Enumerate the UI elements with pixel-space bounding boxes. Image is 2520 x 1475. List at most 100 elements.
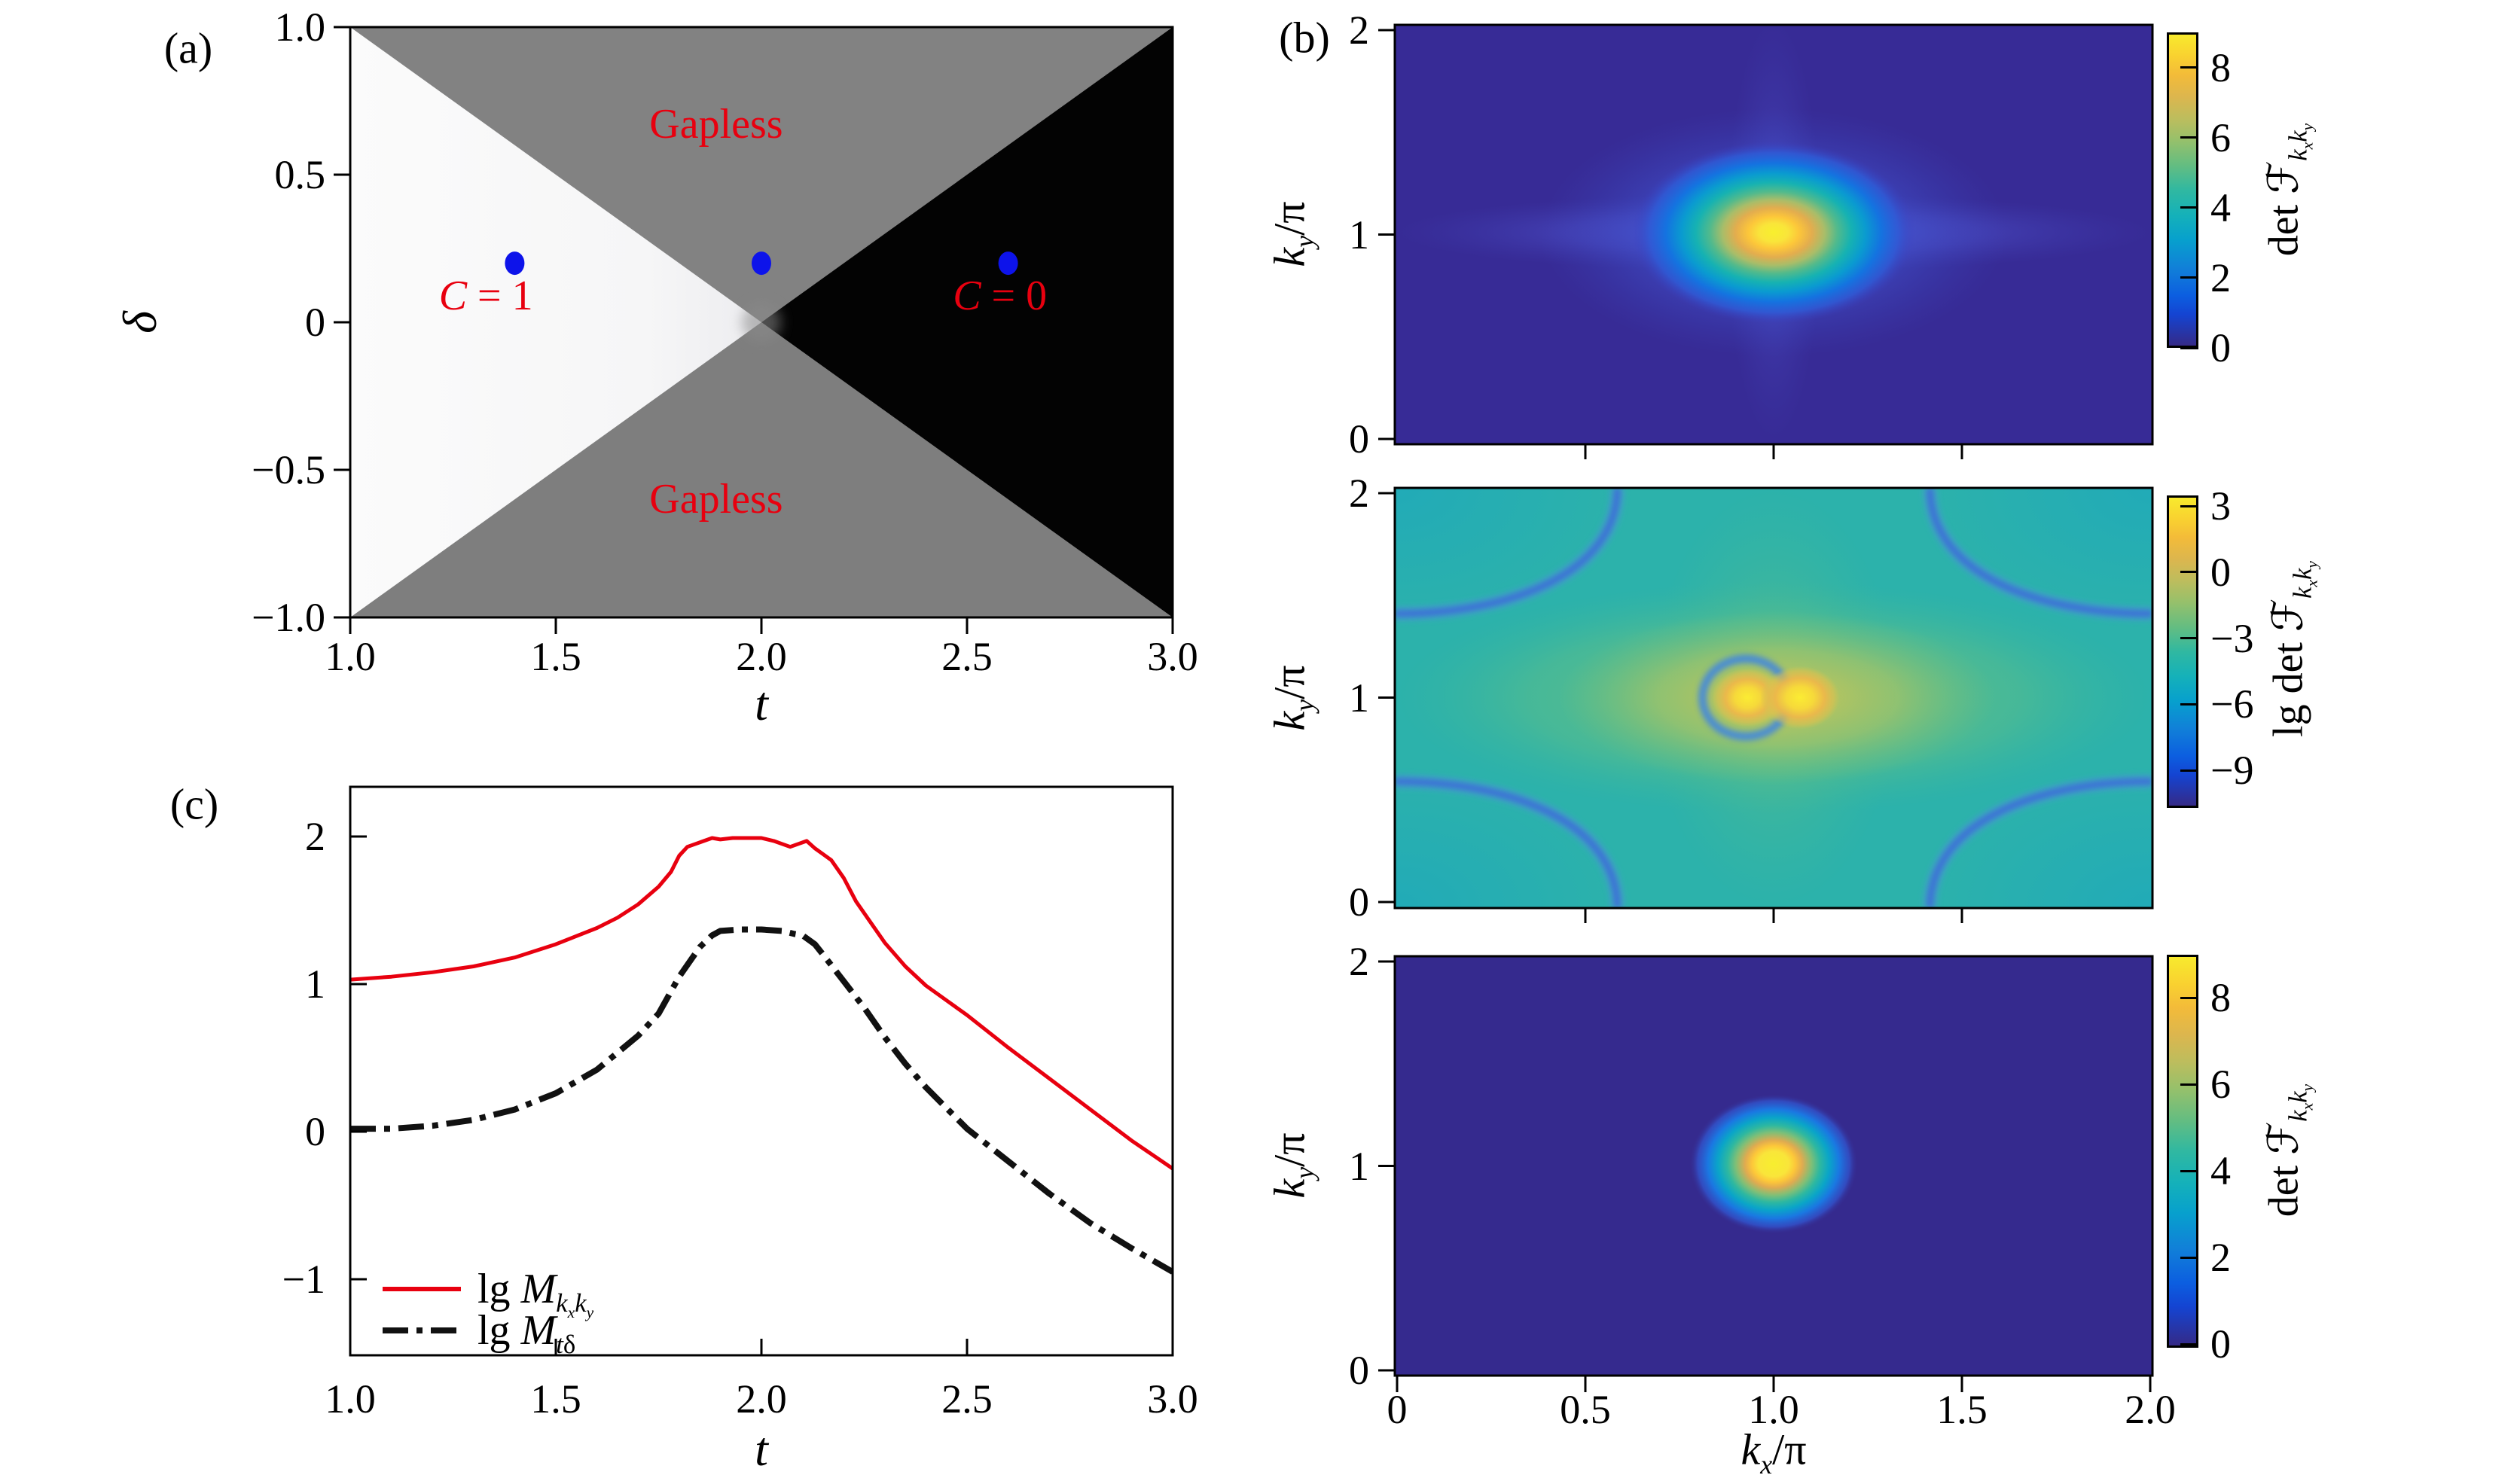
panel-b-middle-cbtick: −3 [2210, 615, 2254, 661]
panel-b-bottom-ytick: 1 [1349, 1143, 1369, 1189]
legend-line-red [383, 1287, 461, 1291]
panel-b-top-cbtick: 8 [2210, 44, 2231, 90]
panel-b-middle-cbtick: 0 [2210, 549, 2231, 595]
panel-b-bottom-xtick: 1.0 [1748, 1387, 1799, 1432]
legend-label-black: lg Mtδ [477, 1307, 576, 1360]
heatmap-top [1395, 25, 2152, 444]
panel-a-xtick: 1.5 [530, 634, 581, 679]
colorbar-middle [2167, 495, 2198, 808]
series-lg M_kxky [350, 836, 1173, 1171]
colorbar-top-label: det ℱkxky [2260, 123, 2317, 257]
panel-c-ytick: −1 [282, 1257, 325, 1302]
panel-a-label: (a) [163, 23, 213, 73]
colorbar-tick [2180, 769, 2198, 772]
region-C1 [350, 27, 761, 617]
annotation-gapless-top: Gapless [649, 101, 783, 148]
panel-b-middle-ytick: 1 [1349, 675, 1369, 721]
colorbar-middle-label: lg det ℱkxky [2265, 561, 2321, 737]
panel-c-xtick: 1.5 [530, 1376, 581, 1422]
panel-a-ytick: 0.5 [274, 152, 326, 197]
panel-c-label: (c) [169, 779, 219, 829]
panel-b-middle-cbtick: 3 [2210, 483, 2231, 529]
region-gapless-top [350, 27, 1173, 322]
colorbar-tick [2180, 1256, 2198, 1259]
panel-a-ytick: 1.0 [274, 5, 326, 50]
heatmap-bottom [1395, 956, 2152, 1376]
panel-c-xtick: 3.0 [1147, 1376, 1198, 1422]
colorbar-tick [2180, 996, 2198, 999]
colorbar-tick [2180, 702, 2198, 706]
series-lg M_tdelta [350, 926, 1173, 1275]
panel-b-top-ytick: 2 [1349, 8, 1369, 53]
colorbar-tick [2180, 346, 2198, 349]
annotation-gapless-bottom: Gapless [649, 476, 783, 523]
heatmap-bottom-ylabel: ky/π [1265, 1132, 1320, 1199]
region-C0 [761, 27, 1173, 617]
panel-a-ytick: −0.5 [252, 447, 325, 492]
annotation-c0: C = 0 [953, 272, 1048, 319]
panel-b-middle-ytick: 2 [1349, 471, 1369, 516]
panel-b-top-ytick: 1 [1349, 212, 1369, 258]
colorbar-tick [2180, 1169, 2198, 1172]
heatmap-middle-contours [1395, 488, 2152, 908]
panel-b-bottom-xtick: 1.5 [1936, 1387, 1988, 1432]
panel-a-xtick: 2.0 [736, 634, 787, 679]
colorbar-bottom-label: det ℱkxky [2260, 1083, 2317, 1217]
panel-b-top-ytick: 0 [1349, 416, 1369, 462]
heatmap-middle-ylabel: ky/π [1265, 665, 1320, 731]
panel-c-xtick: 2.0 [736, 1376, 787, 1422]
phase-diagram-markers [505, 251, 1018, 276]
marker-point-2 [998, 251, 1018, 276]
heatmap-middle [1395, 488, 2152, 908]
colorbar-tick [2180, 1342, 2198, 1345]
heatmap-middle-peak-right [1760, 666, 1840, 730]
heatmap-xlabel: kx/π [1741, 1425, 1807, 1475]
marker-point-0 [505, 251, 525, 276]
colorbar-top [2167, 32, 2198, 348]
panel-b-bottom-cbtick: 0 [2210, 1321, 2231, 1367]
heatmap-top-peak [1540, 108, 2007, 357]
panel-b-bottom-cbtick: 6 [2210, 1062, 2231, 1107]
panel-c-frame [349, 785, 1174, 1357]
panel-b-top-cbtick: 6 [2210, 114, 2231, 160]
panel-c-xtick: 1.0 [325, 1376, 376, 1422]
colorbar-tick [2180, 504, 2198, 507]
panel-c-ytick: 1 [305, 961, 325, 1007]
panel-c-xtick: 2.5 [941, 1376, 993, 1422]
panel-b-bottom-xtick: 0 [1387, 1387, 1408, 1432]
panel-b-label: (b) [1279, 13, 1330, 62]
panel-b-middle-cbtick: −6 [2210, 681, 2254, 727]
panel-c-ytick: 0 [305, 1109, 325, 1154]
region-gapless-bottom [350, 322, 1173, 617]
colorbar-tick [2180, 1083, 2198, 1086]
panel-b-top-cbtick: 2 [2210, 254, 2231, 300]
legend-line-black [383, 1327, 461, 1333]
panel-a-ylabel: δ [113, 311, 166, 334]
panel-a-xlabel: t [755, 677, 768, 730]
panel-b-top-cbtick: 0 [2210, 325, 2231, 370]
panel-c-xlabel: t [755, 1422, 768, 1475]
panel-a-xtick: 2.5 [941, 634, 993, 679]
phase-diagram-plot [350, 27, 1173, 617]
panel-b-bottom-cbtick: 8 [2210, 975, 2231, 1020]
marker-point-1 [752, 251, 771, 276]
panel-b-bottom-ytick: 2 [1349, 939, 1369, 984]
legend-label-red: lg Mkxky [477, 1266, 594, 1322]
panel-b-middle-cbtick: −9 [2210, 748, 2254, 793]
panel-a-ytick: −1.0 [252, 595, 325, 640]
panel-a-ytick: 0 [305, 300, 325, 345]
colorbar-tick [2180, 637, 2198, 639]
colorbar-tick [2180, 66, 2198, 69]
panel-b-bottom-cbtick: 4 [2210, 1148, 2231, 1193]
panel-b-bottom-xtick: 0.5 [1560, 1387, 1611, 1432]
colorbar-tick [2180, 276, 2198, 279]
panel-a-xtick: 1.0 [325, 634, 376, 679]
colorbar-tick [2180, 206, 2198, 209]
panel-b-middle-ytick: 0 [1349, 879, 1369, 925]
colorbar-tick [2180, 571, 2198, 574]
panel-b-bottom-xtick: 2.0 [2125, 1387, 2176, 1432]
heatmap-bottom-peak [1689, 1093, 1858, 1234]
panel-b-top-cbtick: 4 [2210, 184, 2231, 230]
